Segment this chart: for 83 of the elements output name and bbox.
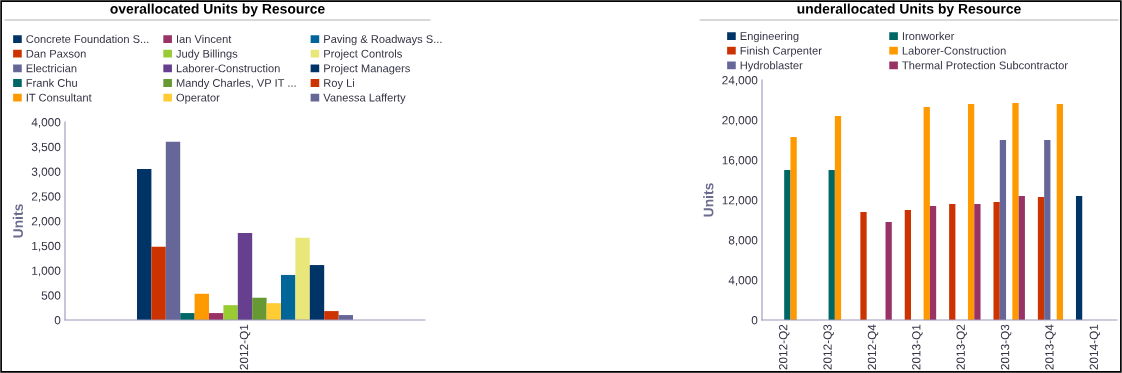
bar (993, 202, 1000, 320)
y-tick-label: 2,500 (31, 192, 61, 203)
bar (974, 204, 981, 320)
legend-label: Operator (176, 93, 220, 104)
y-axis-title: Units (12, 204, 23, 238)
legend-label: IT Consultant (26, 93, 92, 102)
chart-title: underallocated Units by Resource (797, 3, 1021, 17)
bar (1037, 197, 1045, 320)
bar (223, 305, 238, 320)
y-tick-label: 3,000 (31, 167, 61, 178)
y-tick-label: 0 (54, 316, 61, 325)
x-tick-label: 2014-Q1 (1089, 324, 1101, 370)
bar (834, 116, 842, 320)
y-tick-label: 4,000 (31, 118, 61, 128)
bar (1018, 196, 1025, 320)
legend-label: Frank Chu (26, 78, 77, 87)
bar (165, 141, 181, 320)
bar (324, 311, 339, 320)
legend-label: Hydroblaster (740, 61, 803, 72)
legend-label: Project Managers (324, 64, 410, 75)
bar (828, 170, 835, 320)
y-tick-label: 4,000 (728, 276, 758, 286)
legend-label: Ironworker (902, 31, 955, 40)
x-tick-label: 2012-Q3 (823, 324, 834, 370)
bar (967, 104, 975, 320)
x-tick-label: 2013-Q4 (1045, 324, 1056, 370)
y-tick-label: 1,000 (32, 266, 61, 277)
bar (1044, 140, 1051, 320)
bar (151, 246, 166, 320)
legend-label: Dan Paxson (26, 49, 86, 58)
bar (180, 313, 195, 320)
y-tick-label: 12,000 (722, 196, 758, 206)
legend-label: Thermal Protection Subcontractor (902, 61, 1068, 70)
x-tick-label: 2013-Q1 (912, 324, 923, 370)
bar (949, 204, 956, 320)
legend-label: Project Controls (324, 49, 402, 60)
bar (790, 137, 797, 320)
bar (295, 237, 310, 320)
bar (860, 212, 867, 320)
y-tick-label: 20,000 (722, 116, 758, 126)
x-tick-label: 2012-Q2 (779, 324, 790, 370)
legend-label: Laborer-Construction (902, 46, 1006, 55)
bar (885, 222, 892, 320)
y-tick-label: 0 (751, 316, 758, 325)
legend-label: Electrician (26, 64, 77, 73)
y-axis-title: Units (703, 183, 714, 217)
legend-label: Ian Vincent (176, 34, 232, 43)
x-tick-label: 2013-Q2 (956, 324, 967, 370)
legend-label: Finish Carpenter (740, 46, 822, 57)
bar (1012, 103, 1019, 320)
bar (309, 265, 325, 320)
bar (137, 169, 152, 320)
bar (1056, 104, 1064, 320)
bar (194, 293, 209, 320)
legend-label: Mandy Charles, VP IT ... (176, 78, 296, 90)
x-tick-label: 2012-Q1 (239, 324, 251, 370)
bar (923, 107, 930, 320)
bar (1075, 196, 1083, 320)
legend-label: Laborer-Construction (176, 64, 280, 73)
y-tick-label: 16,000 (722, 156, 758, 166)
y-tick-label: 8,000 (728, 236, 758, 246)
y-tick-label: 500 (41, 291, 61, 300)
y-tick-label: 24,000 (722, 76, 758, 86)
bar (929, 206, 937, 320)
legend-label: Paving & Roadways S... (324, 34, 442, 46)
legend-label: Judy Billings (176, 49, 238, 60)
legend-label: Concrete Foundation S... (26, 34, 149, 43)
bar (784, 170, 791, 320)
bar (904, 210, 912, 320)
x-tick-label: 2012-Q4 (867, 324, 879, 370)
legend-label: Roy Li (324, 78, 355, 90)
y-tick-label: 3,500 (31, 142, 61, 153)
bar (237, 232, 253, 320)
y-tick-label: 2,000 (31, 217, 61, 227)
x-tick-label: 2013-Q3 (1000, 324, 1012, 370)
legend-label: Vanessa Lafferty (323, 93, 406, 104)
chart-title: overallocated Units by Resource (110, 3, 325, 17)
bar (999, 140, 1007, 320)
y-tick-label: 1,500 (32, 241, 61, 252)
bar (252, 297, 267, 320)
bar (266, 303, 281, 320)
bar (281, 274, 296, 320)
legend-label: Engineering (740, 31, 799, 43)
